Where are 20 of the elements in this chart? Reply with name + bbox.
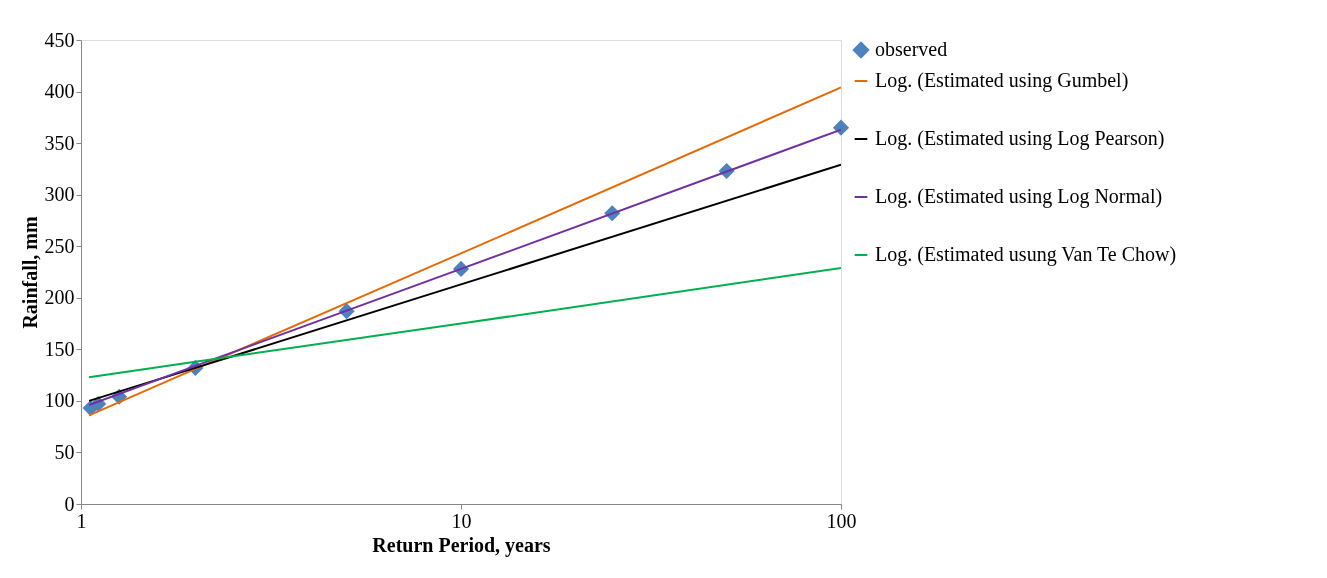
y-axis-title: Rainfall, mm <box>18 216 41 329</box>
y-tick-label: 250 <box>44 234 75 257</box>
x-tick-label: 100 <box>826 509 857 532</box>
y-tick-label: 400 <box>44 80 75 103</box>
legend-label: Log. (Estimated using Log Normal) <box>875 185 1163 208</box>
y-tick-label: 450 <box>44 28 75 51</box>
legend-label: Log. (Estimated using Gumbel) <box>875 69 1129 92</box>
y-tick-label: 150 <box>44 337 75 360</box>
y-tick-label: 200 <box>44 286 75 309</box>
legend-label: observed <box>875 38 948 60</box>
y-tick-label: 350 <box>44 131 75 154</box>
x-tick-label: 10 <box>451 509 472 532</box>
x-tick-label: 1 <box>76 509 87 532</box>
x-axis-title: Return Period, years <box>372 533 551 557</box>
y-tick-label: 100 <box>44 389 75 412</box>
y-tick-label: 0 <box>64 492 75 515</box>
y-tick-label: 50 <box>54 440 75 463</box>
y-tick-label: 300 <box>44 183 75 206</box>
legend-label: Log. (Estimated usung Van Te Chow) <box>875 243 1177 266</box>
legend-label: Log. (Estimated using Log Pearson) <box>875 127 1165 150</box>
